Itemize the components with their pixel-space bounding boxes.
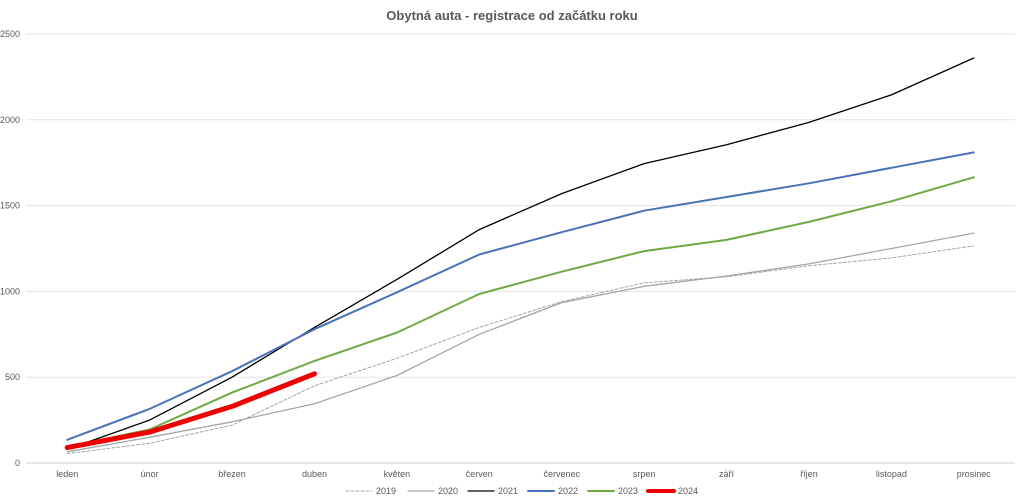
y-tick-label: 1000	[0, 286, 20, 296]
series-lines	[64, 57, 975, 455]
legend-label: 2020	[438, 486, 458, 496]
y-tick-label: 1500	[0, 201, 20, 211]
y-tick-label: 500	[5, 372, 20, 382]
x-tick-label: listopad	[876, 469, 907, 479]
legend-label: 2019	[376, 486, 396, 496]
legend-item-2021: 2021	[467, 486, 518, 496]
x-tick-label: červenec	[543, 469, 580, 479]
x-tick-label: říjen	[800, 469, 818, 479]
legend-item-2024: 2024	[646, 486, 698, 496]
x-tick-label: prosinec	[957, 469, 992, 479]
x-tick-label: srpen	[633, 469, 656, 479]
legend: 2019 2020 2021 2022 2023 2024	[345, 486, 698, 496]
x-tick-label: leden	[56, 469, 78, 479]
legend-item-2022: 2022	[527, 486, 578, 496]
series-line-2023	[66, 176, 975, 448]
legend-item-2019: 2019	[345, 486, 396, 496]
legend-label: 2021	[498, 486, 518, 496]
x-tick-label: duben	[302, 469, 327, 479]
legend-item-2023: 2023	[587, 486, 638, 496]
y-tick-label: 0	[15, 458, 20, 468]
series-line-2021	[66, 57, 975, 450]
x-tick-label: březen	[218, 469, 246, 479]
legend-label: 2023	[618, 486, 638, 496]
series-line-2020	[66, 232, 975, 453]
x-tick-label: květen	[384, 469, 411, 479]
legend-item-2020: 2020	[407, 486, 458, 496]
legend-label: 2022	[558, 486, 578, 496]
series-line-2024	[64, 371, 317, 451]
x-tick-label: únor	[141, 469, 159, 479]
x-tick-label: červen	[466, 469, 493, 479]
series-line-2019	[66, 245, 975, 455]
gridlines	[26, 33, 1015, 464]
series-line-2022	[66, 151, 975, 441]
y-axis-tick-labels: 0 500 1000 1500 2000 2500	[0, 29, 20, 468]
legend-label: 2024	[678, 486, 698, 496]
y-tick-label: 2000	[0, 115, 20, 125]
y-tick-label: 2500	[0, 29, 20, 39]
chart-title: Obytná auta - registrace od začátku roku	[386, 8, 637, 23]
x-axis-tick-labels: leden únor březen duben květen červen červenec…	[56, 469, 991, 479]
x-tick-label: září	[719, 469, 735, 479]
